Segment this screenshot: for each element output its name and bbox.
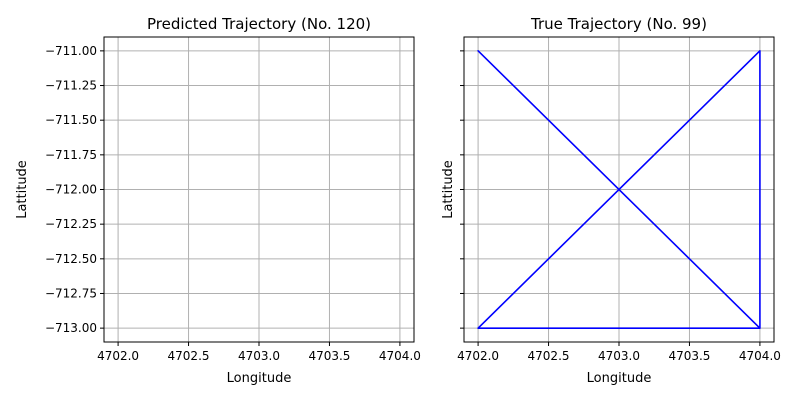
y-tick-label: −712.00: [45, 183, 97, 197]
ticks-true: 4702.0 4702.5 4703.0 4703.5 4704.0: [457, 50, 781, 363]
y-tick-label: −712.75: [45, 286, 97, 300]
x-tick-label: 4703.0: [238, 349, 280, 363]
y-tick-label: −711.00: [45, 44, 97, 58]
panel-predicted: 4702.0 4702.5 4703.0 4703.5 4704.0 −711.00 −71…: [15, 15, 421, 386]
grid-predicted: [104, 37, 414, 342]
x-tick-label: 4702.0: [97, 349, 139, 363]
x-tick-label: 4703.5: [308, 349, 350, 363]
x-tick-label: 4703.0: [598, 349, 640, 363]
y-tick-label: −711.25: [45, 79, 97, 93]
y-tick-label: −711.50: [45, 113, 97, 127]
x-tick-label: 4704.0: [379, 349, 421, 363]
x-tick-label: 4702.5: [168, 349, 210, 363]
x-tick-label: 4702.5: [528, 349, 570, 363]
series-group-true: [477, 50, 761, 329]
chart-title-predicted: Predicted Trajectory (No. 120): [147, 15, 371, 33]
y-tick-label: −713.00: [45, 321, 97, 335]
y-axis-label-predicted: Lattitude: [15, 160, 30, 219]
x-axis-label-predicted: Longitude: [227, 371, 292, 386]
y-axis-label-true: Lattitude: [441, 160, 456, 219]
trajectory-line-true-0: [477, 50, 761, 329]
y-tick-label: −711.75: [45, 148, 97, 162]
x-tick-label: 4703.5: [668, 349, 710, 363]
y-tick-label: −712.25: [45, 217, 97, 231]
panel-true: 4702.0 4702.5 4703.0 4703.5 4704.0 True Traj…: [441, 15, 781, 386]
x-tick-label: 4704.0: [739, 349, 781, 363]
ticks-predicted: 4702.0 4702.5 4703.0 4703.5 4704.0 −711.00 −71…: [45, 44, 421, 363]
y-tick-label: −712.50: [45, 252, 97, 266]
x-axis-label-true: Longitude: [587, 371, 652, 386]
x-tick-label: 4702.0: [457, 349, 499, 363]
chart-title-true: True Trajectory (No. 99): [530, 15, 707, 33]
